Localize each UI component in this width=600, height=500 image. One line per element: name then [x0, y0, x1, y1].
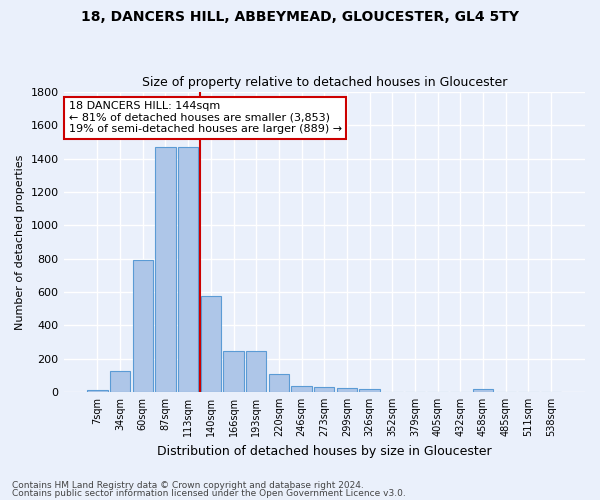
Bar	[246, 351, 266, 392]
Bar	[87, 390, 107, 392]
Bar	[314, 387, 334, 392]
Bar	[269, 374, 289, 392]
Bar	[110, 371, 130, 392]
Title: Size of property relative to detached houses in Gloucester: Size of property relative to detached ho…	[142, 76, 507, 90]
Text: Contains public sector information licensed under the Open Government Licence v3: Contains public sector information licen…	[12, 488, 406, 498]
Bar	[178, 147, 199, 392]
Bar	[200, 296, 221, 392]
Text: 18 DANCERS HILL: 144sqm
← 81% of detached houses are smaller (3,853)
19% of semi: 18 DANCERS HILL: 144sqm ← 81% of detache…	[69, 101, 342, 134]
Bar	[359, 388, 380, 392]
Bar	[337, 388, 357, 392]
Text: Contains HM Land Registry data © Crown copyright and database right 2024.: Contains HM Land Registry data © Crown c…	[12, 481, 364, 490]
Y-axis label: Number of detached properties: Number of detached properties	[15, 154, 25, 330]
Bar	[133, 260, 153, 392]
Bar	[155, 147, 176, 392]
Text: 18, DANCERS HILL, ABBEYMEAD, GLOUCESTER, GL4 5TY: 18, DANCERS HILL, ABBEYMEAD, GLOUCESTER,…	[81, 10, 519, 24]
X-axis label: Distribution of detached houses by size in Gloucester: Distribution of detached houses by size …	[157, 444, 491, 458]
Bar	[292, 386, 312, 392]
Bar	[473, 388, 493, 392]
Bar	[223, 351, 244, 392]
